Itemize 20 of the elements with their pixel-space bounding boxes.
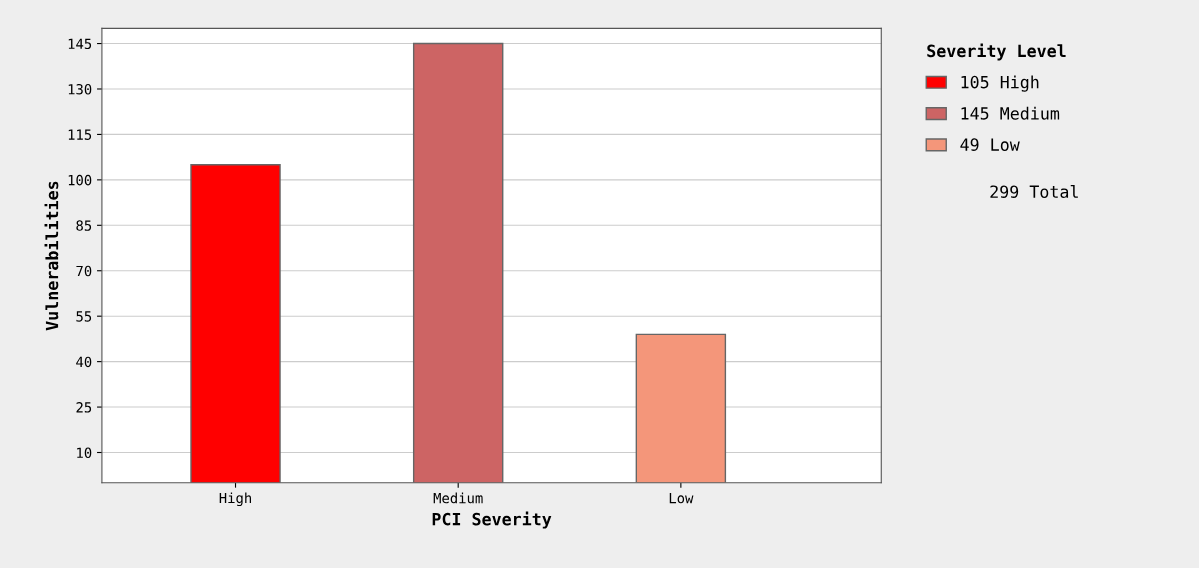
- y-axis-title: Vulnerabilities: [44, 181, 59, 331]
- x-axis-title: PCI Severity: [432, 511, 552, 529]
- y-tick-label: 145: [68, 38, 92, 50]
- y-tick-label: 25: [76, 402, 92, 413]
- x-tick-label: Medium: [433, 492, 483, 504]
- legend-label: 145 Medium: [961, 106, 1060, 120]
- text: 299 Total: [990, 185, 1078, 198]
- y-tick-label: 40: [76, 356, 92, 368]
- y-tick-label: 130: [68, 83, 92, 95]
- legend-label: 105 High: [961, 75, 1039, 92]
- y-tick-label: 85: [76, 220, 92, 231]
- legend-title: Severity Level: [927, 43, 1066, 61]
- y-tick-label: 115: [68, 129, 92, 140]
- y-tick-label: 10: [77, 447, 92, 459]
- y-tick-label: 70: [76, 265, 92, 277]
- x-tick-label: Low: [669, 493, 694, 504]
- y-tick-label: 100: [68, 174, 92, 186]
- legend-label: 49 Low: [960, 138, 1020, 151]
- x-tick-label: High: [219, 492, 252, 507]
- y-tick-label: 55: [76, 311, 92, 322]
